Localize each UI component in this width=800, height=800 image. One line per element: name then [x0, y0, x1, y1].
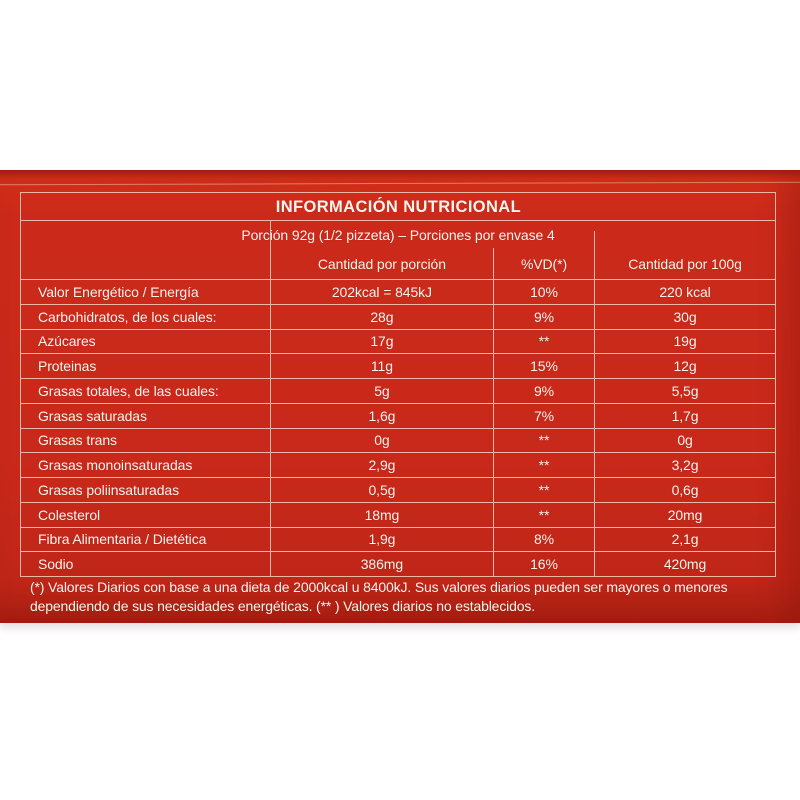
value-daily-percent: 10% [492, 280, 594, 304]
nutrient-row: Grasas trans 0g ** 0g [21, 427, 775, 453]
nutrient-row: Carbohidratos, de los cuales: 28g 9% 30g [21, 303, 775, 329]
nutrient-row: Grasas saturadas 1,6g 7% 1,7g [21, 402, 775, 428]
nutrient-row: Colesterol 18mg ** 20mg [21, 501, 775, 527]
nutrient-row: Fibra Alimentaria / Dietética 1,9g 8% 2,… [21, 526, 775, 552]
nutrition-panel: INFORMACIÓN NUTRICIONAL Porción 92g (1/2… [0, 170, 800, 623]
value-per-100g: 3,2g [594, 453, 775, 477]
value-per-portion: 18mg [269, 502, 493, 527]
value-daily-percent: 15% [492, 354, 594, 378]
nutrient-row: Proteinas 11g 15% 12g [21, 353, 775, 378]
nutrient-rows: Valor Energético / Energía 202kcal = 845… [21, 279, 775, 576]
footnote-line-1: (*) Valores Diarios con base a una dieta… [30, 579, 728, 595]
column-divider-line [594, 231, 596, 248]
value-per-100g: 420mg [594, 552, 775, 576]
package-crease-line [0, 181, 800, 186]
nutrient-row: Grasas monoinsaturadas 2,9g ** 3,2g [21, 452, 775, 477]
nutrient-name: Grasas totales, de las cuales: [38, 382, 219, 399]
header-per-100g: Cantidad por 100g [594, 248, 775, 279]
column-header-row: Cantidad por porción %VD(*) Cantidad por… [21, 248, 775, 279]
nutrient-name: Carbohidratos, de los cuales: [38, 308, 217, 325]
nutrient-name: Grasas monoinsaturadas [38, 457, 193, 474]
value-per-portion: 202kcal = 845kJ [269, 280, 493, 304]
column-divider-line [269, 221, 271, 248]
portion-info: Porción 92g (1/2 pizzeta) – Porciones po… [241, 226, 555, 243]
value-daily-percent: ** [492, 453, 594, 477]
header-daily-value: %VD(*) [492, 248, 594, 279]
value-per-portion: 5g [269, 379, 493, 403]
value-daily-percent: 16% [492, 552, 594, 576]
value-per-100g: 2,1g [594, 527, 775, 552]
value-per-portion: 11g [269, 354, 493, 378]
nutrient-name: Grasas poliinsaturadas [38, 481, 179, 498]
nutrient-row: Azúcares 17g ** 19g [21, 328, 775, 354]
footnote: (*) Valores Diarios con base a una dieta… [30, 578, 775, 615]
value-per-portion: 1,6g [269, 403, 493, 428]
nutrient-name: Grasas saturadas [38, 407, 147, 424]
nutrient-row: Sodio 386mg 16% 420mg [21, 551, 775, 576]
value-per-100g: 220 kcal [594, 280, 775, 304]
value-per-portion: 28g [269, 304, 493, 329]
value-per-100g: 30g [594, 304, 775, 329]
nutrient-name: Grasas trans [38, 432, 117, 449]
value-per-100g: 0,6g [594, 478, 775, 502]
nutrient-row: Grasas poliinsaturadas 0,5g ** 0,6g [21, 477, 775, 502]
header-per-portion: Cantidad por porción [269, 248, 493, 279]
value-per-portion: 0,5g [269, 478, 493, 502]
value-per-100g: 19g [594, 329, 775, 354]
panel-title: INFORMACIÓN NUTRICIONAL [275, 196, 521, 216]
nutrient-name: Colesterol [38, 506, 101, 523]
value-daily-percent: ** [492, 329, 594, 354]
value-per-100g: 0g [594, 428, 775, 453]
value-per-portion: 1,9g [269, 527, 493, 552]
value-per-100g: 1,7g [594, 403, 775, 428]
nutrient-row: Valor Energético / Energía 202kcal = 845… [21, 280, 775, 304]
value-daily-percent: 9% [492, 379, 594, 403]
nutrition-table: INFORMACIÓN NUTRICIONAL Porción 92g (1/2… [20, 192, 776, 577]
header-nutrient-cell [21, 248, 270, 279]
value-daily-percent: 8% [492, 527, 594, 552]
nutrient-name: Azúcares [38, 333, 96, 350]
value-daily-percent: ** [492, 478, 594, 502]
nutrient-name: Valor Energético / Energía [38, 283, 199, 300]
portion-row: Porción 92g (1/2 pizzeta) – Porciones po… [21, 220, 775, 248]
value-per-portion: 386mg [269, 552, 493, 576]
value-per-100g: 20mg [594, 502, 775, 527]
value-per-portion: 2,9g [269, 453, 493, 477]
value-daily-percent: 7% [492, 403, 594, 428]
value-daily-percent: ** [492, 502, 594, 527]
value-per-portion: 0g [269, 428, 493, 453]
value-per-100g: 5,5g [594, 379, 775, 403]
value-daily-percent: ** [492, 428, 594, 453]
value-daily-percent: 9% [492, 304, 594, 329]
footnote-line-2: dependiendo de sus necesidades energétic… [30, 597, 535, 614]
nutrient-name: Fibra Alimentaria / Dietética [38, 531, 207, 548]
table-title-row: INFORMACIÓN NUTRICIONAL [21, 193, 775, 220]
nutrient-row: Grasas totales, de las cuales: 5g 9% 5,5… [21, 378, 775, 403]
value-per-portion: 17g [269, 329, 493, 354]
nutrient-name: Sodio [38, 556, 74, 573]
value-per-100g: 12g [594, 354, 775, 378]
nutrient-name: Proteinas [38, 358, 97, 375]
